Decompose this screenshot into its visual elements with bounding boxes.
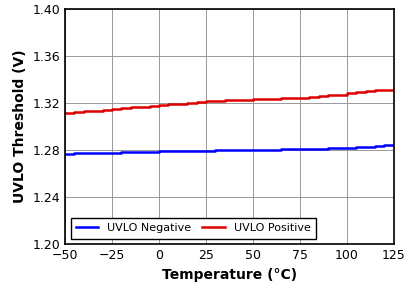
UVLO Positive [315, 94, 320, 98]
UVLO Negative [287, 148, 292, 151]
UVLO Positive [222, 99, 226, 102]
UVLO Positive [269, 97, 273, 100]
UVLO Positive [81, 110, 86, 113]
UVLO Negative [81, 151, 86, 155]
UVLO Negative [315, 147, 320, 150]
UVLO Negative [372, 144, 377, 148]
UVLO Positive [119, 106, 124, 110]
UVLO Positive [325, 94, 330, 97]
Legend: UVLO Negative, UVLO Positive: UVLO Negative, UVLO Positive [70, 218, 315, 239]
UVLO Positive [353, 91, 358, 94]
UVLO Negative [62, 152, 67, 156]
UVLO Positive [72, 111, 77, 114]
UVLO Negative [203, 149, 208, 152]
Line: UVLO Negative: UVLO Negative [65, 145, 393, 154]
UVLO Positive [128, 105, 133, 109]
UVLO Positive [156, 103, 161, 107]
UVLO Negative [241, 148, 245, 152]
Line: UVLO Positive: UVLO Positive [65, 89, 393, 113]
UVLO Negative [109, 151, 114, 154]
UVLO Negative [119, 150, 124, 154]
UVLO Positive [203, 100, 208, 103]
UVLO Negative [100, 151, 105, 155]
UVLO Negative [250, 148, 255, 152]
UVLO Positive [381, 88, 386, 91]
UVLO Negative [147, 150, 151, 153]
X-axis label: Temperature (°C): Temperature (°C) [162, 268, 296, 282]
UVLO Negative [390, 143, 395, 147]
UVLO Negative [362, 145, 367, 148]
UVLO Positive [390, 87, 395, 90]
UVLO Positive [372, 89, 377, 92]
UVLO Positive [343, 91, 348, 95]
UVLO Positive [90, 109, 95, 112]
UVLO Positive [297, 96, 302, 99]
UVLO Negative [156, 150, 161, 153]
Y-axis label: UVLO Threshold (V): UVLO Threshold (V) [13, 50, 27, 204]
UVLO Positive [175, 102, 180, 105]
UVLO Positive [259, 97, 264, 101]
UVLO Negative [306, 147, 311, 151]
UVLO Positive [147, 104, 151, 108]
UVLO Positive [184, 101, 189, 105]
UVLO Negative [194, 149, 198, 153]
UVLO Positive [62, 111, 67, 115]
UVLO Positive [278, 97, 283, 100]
UVLO Positive [250, 97, 255, 101]
UVLO Positive [212, 99, 217, 103]
UVLO Positive [306, 95, 311, 99]
UVLO Positive [109, 107, 114, 111]
UVLO Negative [343, 146, 348, 150]
UVLO Positive [241, 98, 245, 101]
UVLO Negative [90, 151, 95, 155]
UVLO Positive [334, 93, 339, 96]
UVLO Positive [231, 98, 236, 102]
UVLO Negative [297, 147, 302, 151]
UVLO Negative [381, 144, 386, 147]
UVLO Negative [231, 148, 236, 152]
UVLO Negative [222, 148, 226, 152]
UVLO Positive [194, 100, 198, 104]
UVLO Negative [212, 148, 217, 152]
UVLO Negative [166, 150, 171, 153]
UVLO Positive [287, 96, 292, 100]
UVLO Negative [334, 146, 339, 150]
UVLO Negative [269, 148, 273, 151]
UVLO Negative [353, 145, 358, 149]
UVLO Negative [175, 149, 180, 153]
UVLO Negative [137, 150, 142, 154]
UVLO Positive [137, 105, 142, 108]
UVLO Positive [166, 103, 171, 106]
UVLO Positive [100, 108, 105, 111]
UVLO Negative [278, 148, 283, 151]
UVLO Positive [362, 89, 367, 93]
UVLO Negative [259, 148, 264, 151]
UVLO Negative [325, 147, 330, 150]
UVLO Negative [72, 152, 77, 155]
UVLO Negative [128, 150, 133, 154]
UVLO Negative [184, 149, 189, 153]
